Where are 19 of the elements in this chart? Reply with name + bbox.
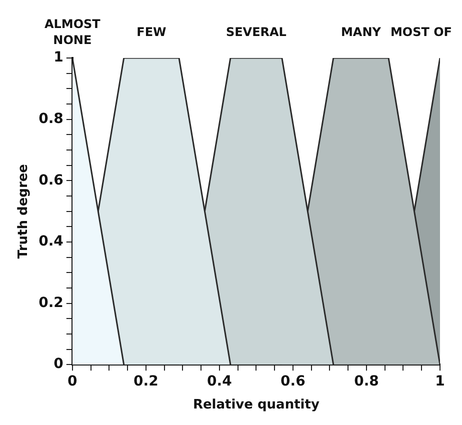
series-label: MOST OF	[390, 25, 452, 39]
y-tick-label: 0.8	[38, 110, 64, 127]
text: ALMOST NONE	[44, 17, 102, 47]
y-tick-label: 0.4	[38, 234, 64, 250]
series-label: SEVERAL	[226, 25, 287, 39]
x-tick-label: 0	[68, 374, 78, 390]
y-tick-label: 0.6	[38, 172, 64, 188]
y-tick-label: 0	[54, 356, 64, 372]
x-tick-label: 0.4	[207, 374, 232, 390]
x-tick-label: 0.8	[354, 374, 379, 390]
y-tick-label: 0.2	[38, 294, 64, 311]
y-axis-title: Truth degree	[16, 164, 32, 259]
y-tick-label: 1	[54, 50, 64, 66]
x-tick-label: 0.6	[280, 374, 306, 390]
x-tick-label: 1	[435, 374, 445, 390]
series-label: FEW	[136, 25, 166, 39]
series-label: MANY	[340, 25, 382, 39]
x-axis-title: Relative quantity	[192, 398, 320, 413]
x-tick-label: 0.2	[134, 374, 158, 390]
